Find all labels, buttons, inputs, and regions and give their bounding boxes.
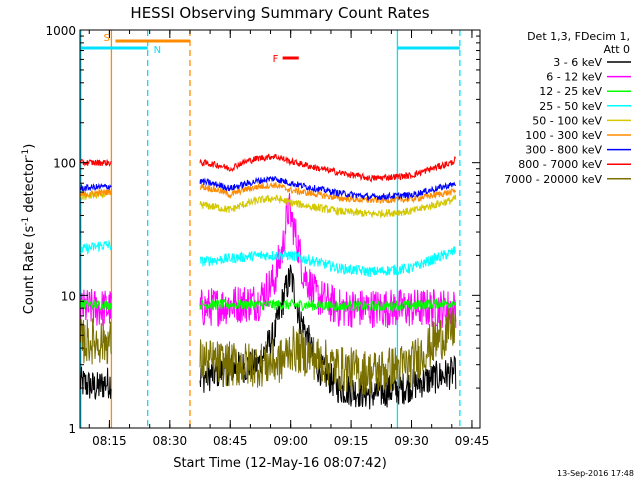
series-line bbox=[199, 246, 457, 278]
x-axis-title: Start Time (12-May-16 08:07:42) bbox=[173, 456, 387, 471]
annotation-label: N bbox=[154, 45, 161, 56]
series-line bbox=[80, 239, 112, 256]
legend-header: Det 1,3, FDecim 1, bbox=[527, 30, 630, 43]
x-tick-label: 09:45 bbox=[455, 434, 490, 448]
annotation-label: F bbox=[273, 54, 279, 65]
legend-entry-label: 7000 - 20000 keV bbox=[504, 173, 602, 186]
legend-entry-label: 100 - 300 keV bbox=[525, 129, 602, 142]
x-tick-label: 08:15 bbox=[92, 434, 127, 448]
y-tick-label: 1000 bbox=[45, 24, 76, 38]
y-axis-title-part: ) bbox=[22, 144, 37, 149]
x-tick-label: 09:00 bbox=[273, 434, 308, 448]
series-line bbox=[80, 317, 112, 365]
legend-entry-label: 6 - 12 keV bbox=[546, 71, 602, 84]
y-tick-label: 10 bbox=[61, 289, 76, 303]
y-axis-title: Count Rate (s-1 detector-1) bbox=[21, 144, 37, 315]
legend-header: Att 0 bbox=[604, 43, 630, 56]
legend-entry-label: 800 - 7000 keV bbox=[518, 158, 602, 171]
series-line bbox=[80, 158, 112, 168]
series-line bbox=[199, 193, 457, 329]
legend-entry-label: 3 - 6 keV bbox=[553, 56, 602, 69]
x-tick-label: 09:30 bbox=[394, 434, 429, 448]
series-line bbox=[80, 188, 112, 198]
series-line bbox=[199, 153, 457, 183]
series-line bbox=[199, 175, 457, 201]
y-axis-title-part: detector bbox=[22, 157, 37, 217]
legend-entry-label: 50 - 100 keV bbox=[532, 114, 602, 127]
legend-entry-label: 12 - 25 keV bbox=[539, 85, 602, 98]
series-line bbox=[199, 194, 457, 219]
chart-title: HESSI Observing Summary Count Rates bbox=[130, 4, 429, 22]
legend-entry-label: 25 - 50 keV bbox=[539, 100, 602, 113]
x-tick-label: 09:15 bbox=[334, 434, 369, 448]
y-tick-label: 1 bbox=[68, 422, 76, 436]
y-tick-label: 100 bbox=[53, 157, 76, 171]
x-tick-label: 08:45 bbox=[213, 434, 248, 448]
y-axis-title-sup: -1 bbox=[21, 149, 31, 158]
series-line bbox=[80, 182, 112, 192]
series-line bbox=[199, 307, 457, 395]
y-axis-title-sup: -1 bbox=[21, 217, 31, 226]
series-line bbox=[80, 366, 112, 401]
series-line bbox=[199, 297, 457, 313]
series-line bbox=[80, 299, 112, 311]
legend-entry-label: 300 - 800 keV bbox=[525, 144, 602, 157]
plot-frame bbox=[79, 29, 481, 429]
x-tick-label: 08:30 bbox=[153, 434, 188, 448]
footer-timestamp: 13-Sep-2016 17:48 bbox=[557, 469, 634, 478]
y-axis-title-part: Count Rate (s bbox=[22, 226, 37, 315]
annotation-label: S bbox=[103, 33, 109, 44]
